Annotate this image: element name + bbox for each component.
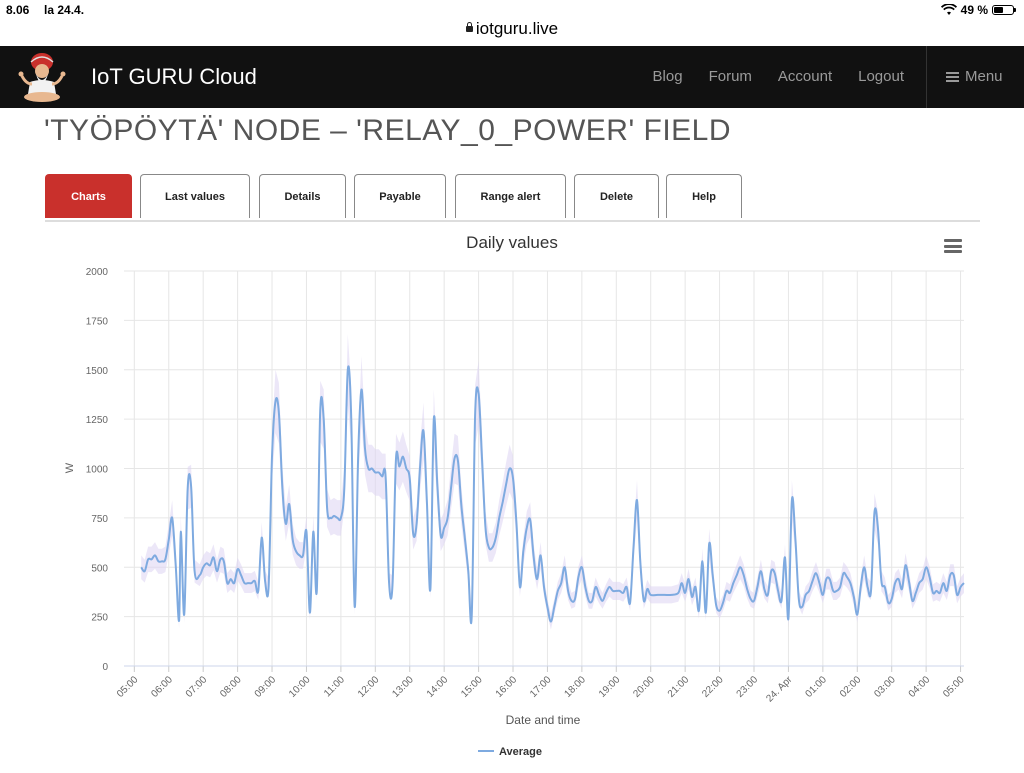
y-tick-label: 1250 — [86, 415, 109, 426]
tab-details[interactable]: Details — [259, 174, 346, 218]
x-tick-label: 09:00 — [253, 674, 279, 700]
menu-label: Menu — [965, 68, 1003, 85]
x-tick-label: 23:00 — [735, 674, 761, 700]
x-tick-label: 04:00 — [907, 674, 933, 700]
x-tick-label: 18:00 — [563, 674, 589, 700]
nav-link-account[interactable]: Account — [777, 68, 833, 85]
wifi-icon — [940, 4, 957, 15]
y-tick-label: 1500 — [86, 366, 109, 377]
x-tick-label: 05:00 — [115, 674, 141, 700]
chart-title: Daily values — [466, 233, 558, 252]
y-tick-label: 2000 — [86, 267, 109, 278]
y-axis-label: W — [64, 462, 76, 473]
legend-item-average[interactable]: Average — [499, 746, 542, 758]
x-tick-label: 13:00 — [390, 674, 416, 700]
x-tick-label: 08:00 — [218, 674, 244, 700]
status-right: 49 % — [940, 3, 1016, 17]
x-tick-label: 11:00 — [322, 674, 347, 699]
chart-export-menu-icon[interactable] — [944, 239, 962, 253]
top-navbar: IoT GURU Cloud Blog Forum Account Logout… — [0, 46, 1024, 108]
hamburger-icon — [946, 71, 959, 82]
nav-divider — [926, 46, 927, 108]
address-bar[interactable]: iotguru.live — [0, 16, 1024, 44]
url-text: iotguru.live — [475, 19, 559, 38]
x-tick-label: 06:00 — [149, 674, 175, 700]
status-date: la 24.4. — [44, 3, 85, 17]
y-tick-label: 500 — [91, 563, 108, 574]
brand-name[interactable]: IoT GURU Cloud — [91, 64, 257, 89]
x-tick-label: 05:00 — [941, 674, 967, 700]
y-tick-label: 250 — [91, 613, 108, 624]
x-tick-label: 19:00 — [597, 674, 623, 700]
tab-range-alert[interactable]: Range alert — [455, 174, 566, 218]
y-tick-label: 750 — [91, 514, 108, 525]
tab-delete[interactable]: Delete — [574, 174, 659, 218]
tab-payable[interactable]: Payable — [354, 174, 446, 218]
chart-container: Daily values 0 250 500 750 1000 1250 1500 1750 2… — [45, 222, 980, 768]
daily-values-chart: Daily values 0 250 500 750 1000 1250 1500 1750 2… — [64, 233, 967, 758]
x-axis-label: Date and time — [506, 713, 581, 727]
status-bar: 8.06 la 24.4. 49 % — [0, 0, 1024, 20]
x-tick-label: 20:00 — [631, 674, 657, 700]
battery-icon — [992, 5, 1016, 15]
x-tick-label: 03:00 — [872, 674, 898, 700]
x-tick-label: 17:00 — [528, 674, 554, 700]
tab-help[interactable]: Help — [666, 174, 742, 218]
status-time: 8.06 — [6, 3, 30, 17]
x-tick-label: 07:00 — [184, 674, 210, 700]
series-line-average[interactable] — [140, 365, 965, 625]
lock-icon — [465, 22, 473, 32]
tab-last-values[interactable]: Last values — [140, 174, 250, 218]
nav-links: Blog Forum Account Logout — [653, 68, 904, 85]
x-tick-label: 12:00 — [356, 674, 382, 700]
y-tick-label: 1000 — [86, 465, 109, 476]
menu-button[interactable]: Menu — [946, 68, 1003, 85]
x-tick-label: 10:00 — [287, 674, 313, 700]
y-tick-label: 0 — [102, 662, 108, 673]
x-tick-label: 15:00 — [459, 674, 485, 700]
x-tick-label: 14:00 — [425, 674, 451, 700]
x-tick-label: 01:00 — [803, 674, 829, 700]
nav-link-logout[interactable]: Logout — [858, 68, 904, 85]
tab-charts[interactable]: Charts — [45, 174, 132, 218]
guru-logo-icon[interactable] — [16, 50, 68, 104]
x-tick-label: 24. Apr — [764, 674, 795, 705]
x-tick-label: 21:00 — [666, 674, 692, 700]
chart-legend[interactable]: Average — [478, 746, 542, 758]
y-tick-label: 1750 — [86, 316, 109, 327]
x-tick-label: 02:00 — [838, 674, 864, 700]
battery-fill — [994, 7, 1003, 13]
nav-link-forum[interactable]: Forum — [708, 68, 752, 85]
x-tick-label: 22:00 — [700, 674, 726, 700]
x-tick-label: 16:00 — [494, 674, 520, 700]
battery-text: 49 % — [960, 3, 988, 17]
tab-bar: Charts Last values Details Payable Range… — [45, 174, 980, 222]
nav-link-blog[interactable]: Blog — [652, 68, 683, 85]
page-title: 'TYÖPÖYTÄ' NODE – 'RELAY_0_POWER' FIELD — [44, 114, 732, 147]
